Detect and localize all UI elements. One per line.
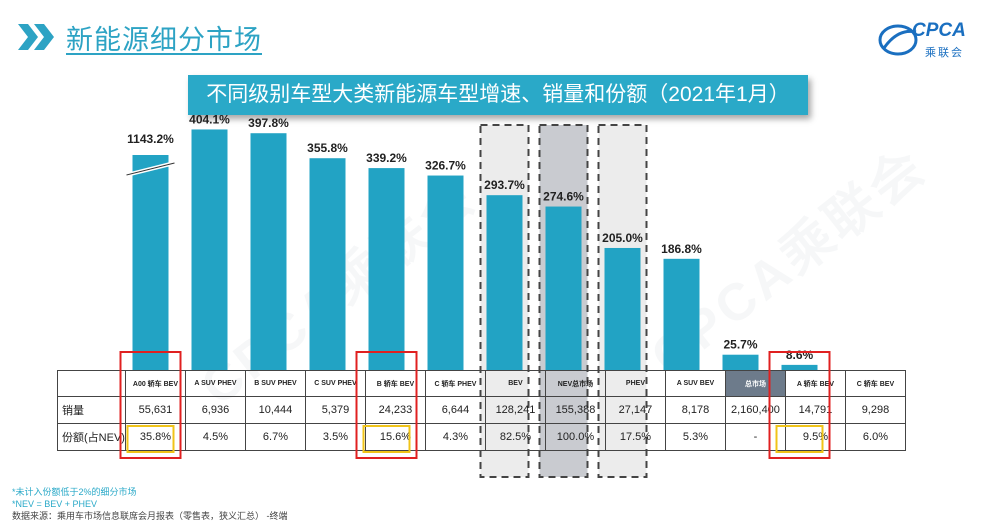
- sales-cell: 5,379: [304, 396, 366, 424]
- bar-value-label: 205.0%: [602, 231, 643, 245]
- share-cell: 4.3%: [424, 423, 486, 451]
- bar: [368, 168, 405, 370]
- bar: [309, 158, 346, 370]
- share-cell: 6.7%: [244, 423, 306, 451]
- category-cell: C 轿车 BEV: [844, 370, 906, 397]
- bar: [545, 206, 582, 370]
- data-table: A00 轿车 BEV A SUV PHEV B SUV PHEV C SUV PHEV…: [57, 370, 906, 451]
- category-cell: B 轿车 BEV: [364, 370, 426, 397]
- page-title: 新能源细分市场: [66, 25, 262, 55]
- share-cell: 15.6%: [364, 423, 426, 451]
- share-cell: 6.0%: [844, 423, 906, 451]
- share-cell: 82.5%: [484, 423, 546, 451]
- category-cell: A SUV BEV: [664, 370, 726, 397]
- bar: [604, 247, 641, 370]
- category-cell: NEV总市场: [544, 370, 606, 397]
- bar: [191, 129, 228, 370]
- bar-value-label: 1143.2%: [127, 132, 174, 146]
- bar-value-label: 397.8%: [248, 116, 289, 130]
- share-row: 份额(占NEV) 35.8% 4.5% 6.7% 3.5% 15.6% 4.3% 82.5%…: [57, 423, 906, 451]
- table-corner-cell: [57, 370, 126, 397]
- sales-cell: 128,241: [484, 396, 546, 424]
- share-cell: 4.5%: [184, 423, 246, 451]
- bar-value-label: 355.8%: [307, 141, 348, 155]
- category-cell: A 轿车 BEV: [784, 370, 846, 397]
- logo-subtext: 乘联会: [925, 47, 964, 59]
- chart-title-banner: 不同级别车型大类新能源车型增速、销量和份额（2021年1月）: [188, 75, 808, 115]
- bar-value-label: 25.7%: [723, 338, 757, 352]
- sales-cell: 24,233: [364, 396, 426, 424]
- logo-text: CPCA: [912, 20, 966, 41]
- sales-cell: 10,444: [244, 396, 306, 424]
- sales-cell: 6,936: [184, 396, 246, 424]
- sales-cell: 27,147: [604, 396, 666, 424]
- sales-row-label: 销量: [57, 396, 126, 424]
- share-cell: 5.3%: [664, 423, 726, 451]
- bar-value-label: 293.7%: [484, 178, 525, 192]
- category-cell: A SUV PHEV: [184, 370, 246, 397]
- chevron-double-right-icon: [18, 24, 54, 50]
- category-cell: BEV: [484, 370, 546, 397]
- share-cell: 3.5%: [304, 423, 366, 451]
- sales-row: 销量 55,631 6,936 10,444 5,379 24,233 6,644 128,…: [57, 396, 906, 424]
- footnote-share: *未计入份额低于2%的细分市场: [12, 487, 137, 497]
- category-cell: B SUV PHEV: [244, 370, 306, 397]
- category-cell: C SUV PHEV: [304, 370, 366, 397]
- bar: [132, 155, 169, 370]
- share-cell: 35.8%: [124, 423, 186, 451]
- sales-cell: 2,160,400: [724, 396, 786, 424]
- sales-cell: 14,791: [784, 396, 846, 424]
- bar: [663, 258, 700, 370]
- share-row-label: 份额(占NEV): [57, 423, 126, 451]
- bar-value-label: 326.7%: [425, 159, 466, 173]
- bar-value-label: 8.6%: [786, 348, 814, 362]
- footnote-source: 数据来源：乘用车市场信息联席会月报表（零售表，狭义汇总） -终端: [12, 511, 288, 521]
- cpca-logo-icon: [878, 24, 918, 56]
- share-cell: 100.0%: [544, 423, 606, 451]
- category-cell: A00 轿车 BEV: [124, 370, 186, 397]
- bar: [427, 175, 464, 370]
- bar-value-label: 339.2%: [366, 151, 407, 165]
- bar-value-label: 274.6%: [543, 190, 584, 204]
- category-cell: PHEV: [604, 370, 666, 397]
- bar-value-label: 404.1%: [189, 112, 230, 126]
- share-cell: -: [724, 423, 786, 451]
- bar: [486, 195, 523, 370]
- sales-cell: 155,388: [544, 396, 606, 424]
- category-row: A00 轿车 BEV A SUV PHEV B SUV PHEV C SUV PHEV…: [57, 370, 906, 397]
- sales-cell: 8,178: [664, 396, 726, 424]
- category-cell: C 轿车 PHEV: [424, 370, 486, 397]
- footnotes: *未计入份额低于2%的细分市场 *NEV = BEV + PHEV 数据来源：乘…: [12, 486, 288, 522]
- sales-cell: 55,631: [124, 396, 186, 424]
- share-cell: 9.5%: [784, 423, 846, 451]
- bar-value-label: 186.8%: [661, 242, 702, 256]
- bar: [250, 133, 287, 370]
- category-cell: 总市场: [724, 370, 786, 397]
- bar: [722, 354, 759, 370]
- sales-cell: 9,298: [844, 396, 906, 424]
- sales-cell: 6,644: [424, 396, 486, 424]
- axis-break-mark: [126, 162, 175, 176]
- share-cell: 17.5%: [604, 423, 666, 451]
- footnote-nev: *NEV = BEV + PHEV: [12, 499, 98, 509]
